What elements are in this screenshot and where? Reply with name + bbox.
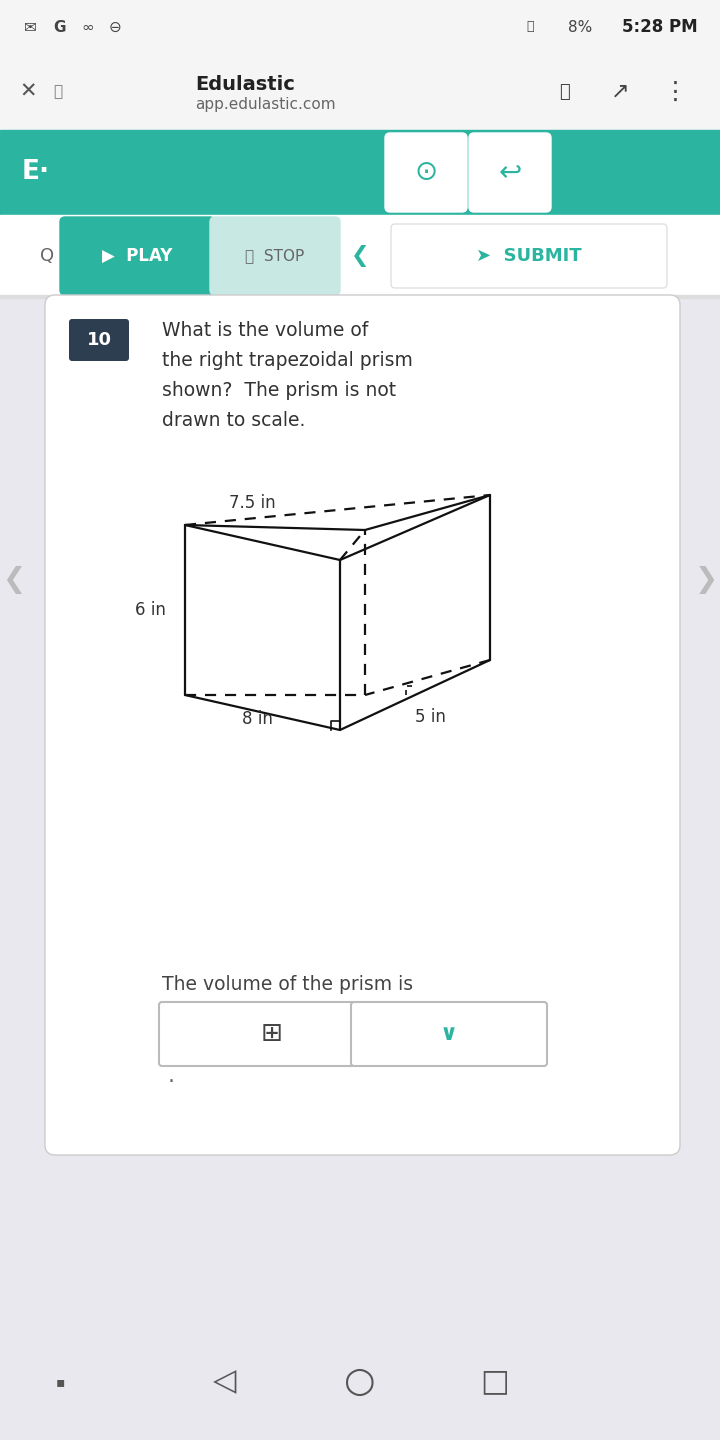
Text: ↩: ↩ [498,158,521,186]
Text: ⊖: ⊖ [109,20,122,35]
Text: 🔖: 🔖 [559,84,570,101]
FancyBboxPatch shape [159,1002,355,1066]
Text: 6 in: 6 in [135,600,166,619]
Bar [0,215,720,297]
Text: ➤  SUBMIT: ➤ SUBMIT [476,248,582,265]
Text: ◁: ◁ [213,1368,237,1397]
Text: ∞: ∞ [81,20,94,35]
FancyBboxPatch shape [210,217,340,295]
Text: ⊞: ⊞ [261,1021,283,1047]
Text: ▶  PLAY: ▶ PLAY [102,248,172,265]
Bar [0,55,720,130]
Text: 8%: 8% [568,20,592,35]
Text: 5:28 PM: 5:28 PM [622,17,698,36]
Text: ↗: ↗ [611,82,629,102]
Bar [0,1325,720,1440]
FancyBboxPatch shape [45,295,680,1155]
Bar [0,295,720,298]
Text: ❮: ❮ [2,566,26,595]
Text: shown?  The prism is not: shown? The prism is not [162,380,396,399]
Text: the right trapezoidal prism: the right trapezoidal prism [162,350,413,370]
Text: ⏸  STOP: ⏸ STOP [246,249,305,264]
Text: ▪: ▪ [55,1375,65,1390]
Text: The volume of the prism is: The volume of the prism is [162,975,413,995]
FancyBboxPatch shape [60,217,215,295]
Text: drawn to scale.: drawn to scale. [162,410,305,429]
Text: □: □ [480,1368,510,1397]
Text: What is the volume of: What is the volume of [162,321,368,340]
Text: ○: ○ [344,1365,376,1400]
FancyBboxPatch shape [469,132,551,212]
Text: ⊙: ⊙ [415,158,438,186]
FancyBboxPatch shape [69,320,129,361]
Text: ❯: ❯ [694,566,718,595]
FancyBboxPatch shape [351,1002,547,1066]
Text: 5 in: 5 in [415,708,446,726]
Text: 10: 10 [86,331,112,348]
Text: 8 in: 8 in [242,710,273,729]
FancyBboxPatch shape [385,132,467,212]
Text: Edulastic: Edulastic [195,75,295,94]
Bar [0,0,720,55]
Text: 🔒: 🔒 [53,85,63,99]
Text: ✕: ✕ [19,82,37,102]
Text: ✉: ✉ [24,20,37,35]
FancyBboxPatch shape [391,225,667,288]
Text: 7.5 in: 7.5 in [229,494,276,513]
Text: Q: Q [40,248,54,265]
Bar [0,130,720,215]
Text: 🔇: 🔇 [526,20,534,33]
Text: G: G [54,20,66,35]
Text: app.edulastic.com: app.edulastic.com [195,98,336,112]
Text: ⋮: ⋮ [662,81,688,104]
Text: ∨: ∨ [440,1024,458,1044]
Text: ❮: ❮ [351,245,369,266]
Text: ·: · [168,1071,175,1092]
Text: E·: E· [22,158,50,184]
